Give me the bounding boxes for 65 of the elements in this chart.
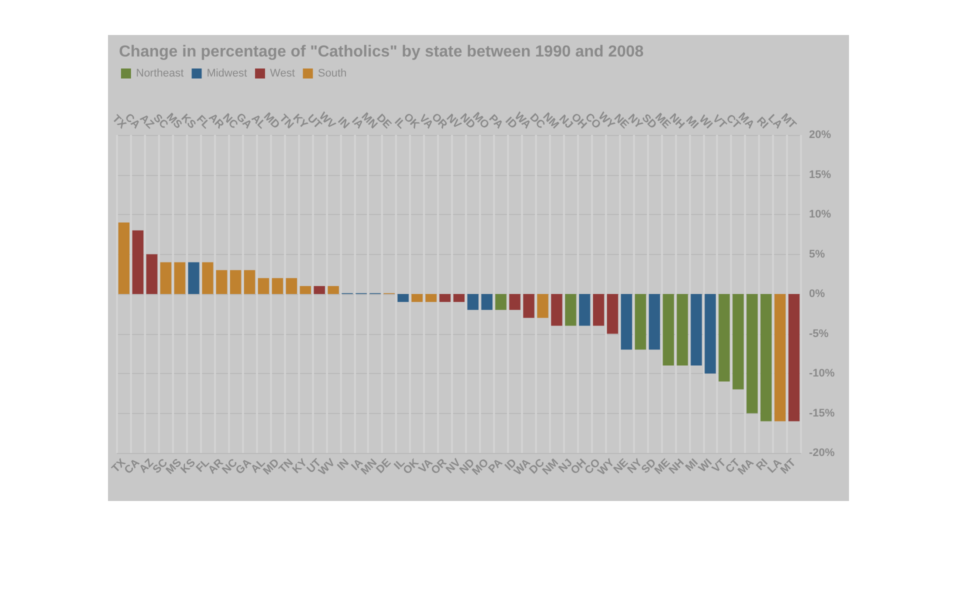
category-label: TX	[110, 112, 128, 132]
bar	[230, 270, 242, 294]
bar	[146, 254, 158, 294]
bar	[216, 270, 228, 294]
bar	[314, 286, 325, 294]
bar	[174, 262, 186, 294]
bar	[788, 294, 800, 422]
y-tick-label: -20%	[809, 447, 835, 459]
bar	[412, 294, 423, 302]
legend-label: Midwest	[206, 68, 248, 80]
legend-label: South	[318, 68, 347, 80]
category-label: IN	[335, 114, 352, 132]
bar	[523, 294, 534, 318]
bar	[244, 270, 256, 294]
y-tick-label: -15%	[809, 407, 835, 420]
bar	[467, 294, 479, 310]
y-tick-label: 5%	[809, 248, 826, 260]
bar	[537, 294, 548, 318]
y-tick-label: 20%	[809, 129, 832, 141]
y-tick-label: -10%	[809, 368, 835, 380]
x-tick-label: PA	[486, 456, 506, 476]
bar	[579, 294, 590, 326]
bar	[453, 294, 465, 302]
bar	[481, 294, 492, 310]
legend-label: Northeast	[136, 68, 184, 80]
x-tick-label: MT	[778, 456, 798, 476]
bar	[690, 294, 702, 366]
bar	[676, 294, 688, 366]
bar	[202, 262, 214, 294]
bar	[272, 278, 284, 294]
bar	[551, 294, 562, 326]
legend-label: West	[270, 68, 295, 80]
bar	[160, 262, 172, 294]
y-tick-label: -5%	[809, 328, 829, 340]
y-tick-label: 15%	[809, 168, 832, 181]
y-tick-label: 10%	[809, 208, 832, 220]
bar	[286, 278, 298, 294]
chart-title: Change in percentage of "Catholics" by state between 1990 and 2008	[119, 44, 644, 60]
bar	[704, 294, 716, 374]
bar	[774, 294, 786, 422]
x-tick-label: DE	[374, 456, 394, 476]
bar	[300, 286, 311, 294]
bar	[495, 294, 506, 310]
category-label: RI	[754, 114, 770, 132]
bar	[718, 294, 730, 382]
bar	[188, 262, 200, 294]
y-tick-label: 0%	[809, 288, 826, 300]
bar	[509, 294, 520, 310]
bar	[620, 294, 632, 350]
bar	[439, 294, 451, 302]
bar	[746, 294, 758, 414]
bar	[662, 294, 674, 366]
bar	[760, 294, 772, 422]
bar	[425, 294, 437, 302]
bar	[328, 286, 339, 294]
bar	[132, 230, 144, 294]
bar	[592, 294, 604, 326]
bar	[258, 278, 270, 294]
bar	[118, 222, 130, 294]
bar	[634, 294, 646, 350]
bar	[398, 294, 409, 302]
bar	[565, 294, 576, 326]
bar	[606, 294, 618, 334]
bar	[732, 294, 744, 390]
bar	[648, 294, 660, 350]
